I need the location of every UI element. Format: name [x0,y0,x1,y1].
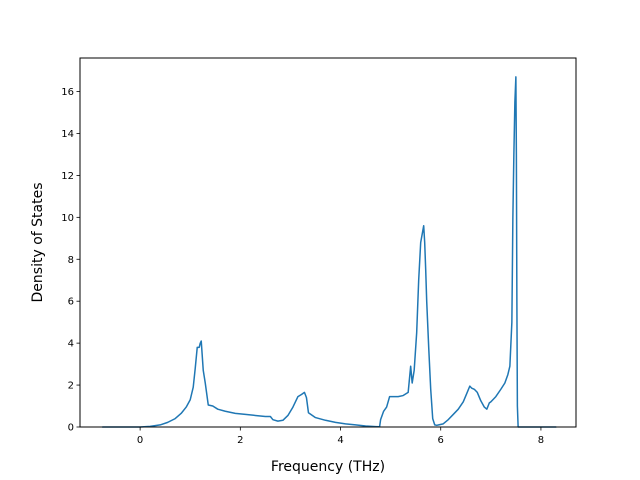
plot-layer [101,76,557,428]
plot-frame [79,57,577,428]
x-axis-label: Frequency (THz) [271,459,385,475]
y-tick-label: 2 [68,381,74,392]
x-tick-label: 8 [538,435,544,446]
y-tick-label: 6 [68,297,74,308]
ticks-layer: 0 2 4 6 8 0 2 4 6 8 10 12 14 16 [61,87,544,446]
y-tick-label: 16 [61,87,74,98]
x-tick-label: 0 [137,435,143,446]
y-tick-label: 4 [68,339,74,350]
x-tick-label: 6 [438,435,444,446]
y-tick-label: 14 [61,129,74,140]
y-tick-label: 0 [68,423,74,434]
y-tick-label: 12 [61,171,74,182]
y-tick-label: 8 [68,255,74,266]
y-axis-label: Density of States [30,183,46,303]
dos-series-line-0 [101,76,557,428]
x-tick-label: 4 [337,435,343,446]
y-tick-label: 10 [61,213,74,224]
x-tick-label: 2 [237,435,243,446]
